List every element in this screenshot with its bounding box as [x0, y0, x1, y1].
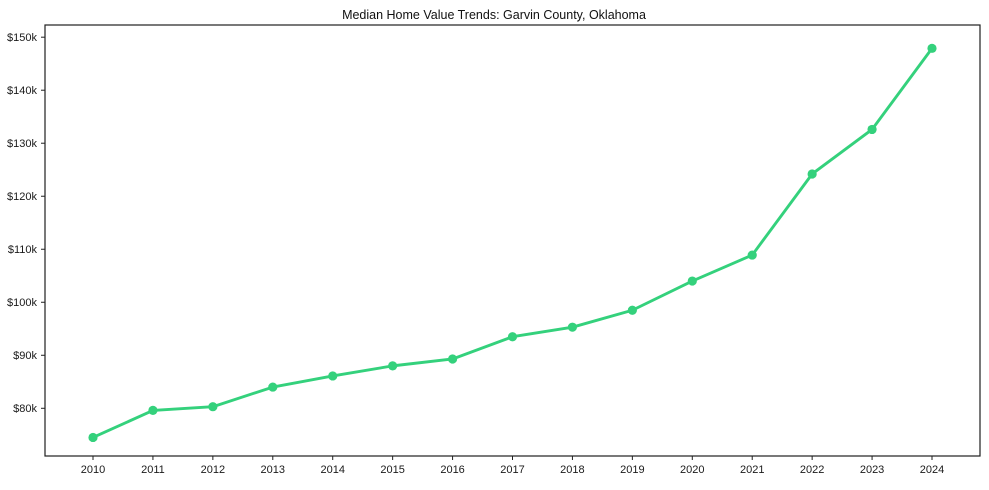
data-point-marker	[447, 354, 458, 364]
data-point-marker	[148, 405, 158, 416]
x-axis-tick-label: 2017	[500, 464, 524, 476]
x-axis-tick-label: 2020	[680, 464, 704, 476]
x-axis-tick-label: 2022	[800, 464, 824, 476]
x-axis-tick-label: 2023	[860, 464, 884, 476]
x-axis-tick-label: 2012	[201, 464, 225, 476]
x-axis-tick-label: 2013	[261, 464, 285, 476]
data-point-marker	[867, 124, 877, 135]
data-point-marker	[747, 250, 757, 260]
x-axis-tick-label: 2019	[620, 464, 644, 476]
data-point-marker	[208, 402, 218, 412]
data-point-marker	[268, 382, 278, 392]
plot-border	[44, 24, 981, 457]
x-axis-tick-label: 2010	[81, 464, 105, 476]
y-axis-tick-label: $90k	[13, 350, 37, 362]
y-axis-tick-label: $130k	[7, 138, 37, 150]
data-point-marker	[328, 371, 338, 381]
x-axis-tick-label: 2014	[320, 464, 344, 476]
x-axis-tick-label: 2024	[920, 464, 944, 476]
data-point-marker	[627, 305, 637, 315]
x-axis-tick-label: 2018	[560, 464, 584, 476]
x-axis-tick-label: 2016	[440, 464, 464, 476]
y-axis-tick-label: $100k	[7, 297, 37, 309]
x-axis-tick-label: 2011	[141, 464, 165, 476]
x-axis-tick-label: 2015	[380, 464, 404, 476]
data-point-marker	[567, 322, 578, 332]
y-axis-tick-label: $110k	[8, 244, 38, 256]
chart-title: Median Home Value Trends: Garvin County,…	[342, 8, 646, 22]
trend-line	[91, 46, 934, 439]
y-axis-tick-label: $150k	[7, 32, 37, 44]
y-axis-tick-label: $140k	[7, 85, 37, 97]
y-axis-tick-label: $80k	[13, 403, 37, 415]
data-point-marker	[807, 169, 817, 179]
data-point-marker	[88, 432, 98, 443]
y-axis-tick-label: $120k	[7, 191, 37, 203]
data-point-marker	[388, 361, 398, 371]
data-point-marker	[927, 43, 937, 53]
data-point-marker	[687, 276, 697, 286]
x-axis-tick-label: 2021	[740, 464, 764, 476]
data-point-marker	[507, 332, 518, 342]
